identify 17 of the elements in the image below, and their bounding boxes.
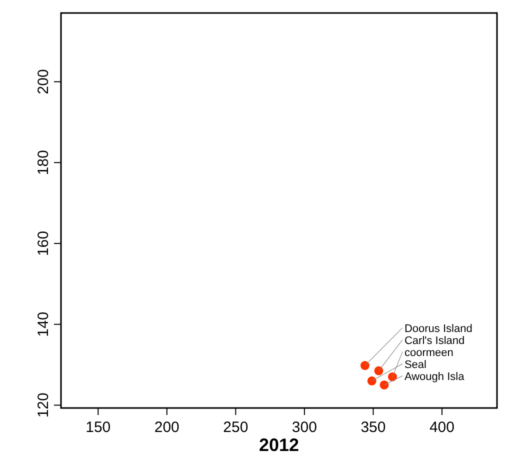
annotation: Doorus Island [404, 322, 472, 335]
x-tick-label: 200 [154, 419, 180, 436]
annotation: Awough Isla [404, 370, 466, 383]
y-tick-label: 180 [35, 150, 52, 176]
x-axis-title: 2012 [258, 435, 300, 455]
annotation: Seal [404, 358, 426, 371]
y-tick-label: 140 [35, 312, 52, 337]
x-tick-label: 300 [292, 419, 317, 436]
x-tick-label: 400 [429, 419, 454, 436]
x-tick-label: 150 [86, 419, 111, 436]
x-tick-label: 250 [223, 419, 248, 436]
x-tick-label: 350 [360, 419, 386, 436]
y-tick-label: 200 [35, 69, 52, 94]
y-tick-label: 160 [35, 230, 52, 256]
y-tick-label: 120 [35, 392, 52, 418]
annotation: coormeen [404, 346, 454, 359]
annotation: Carl's Island [404, 334, 465, 347]
